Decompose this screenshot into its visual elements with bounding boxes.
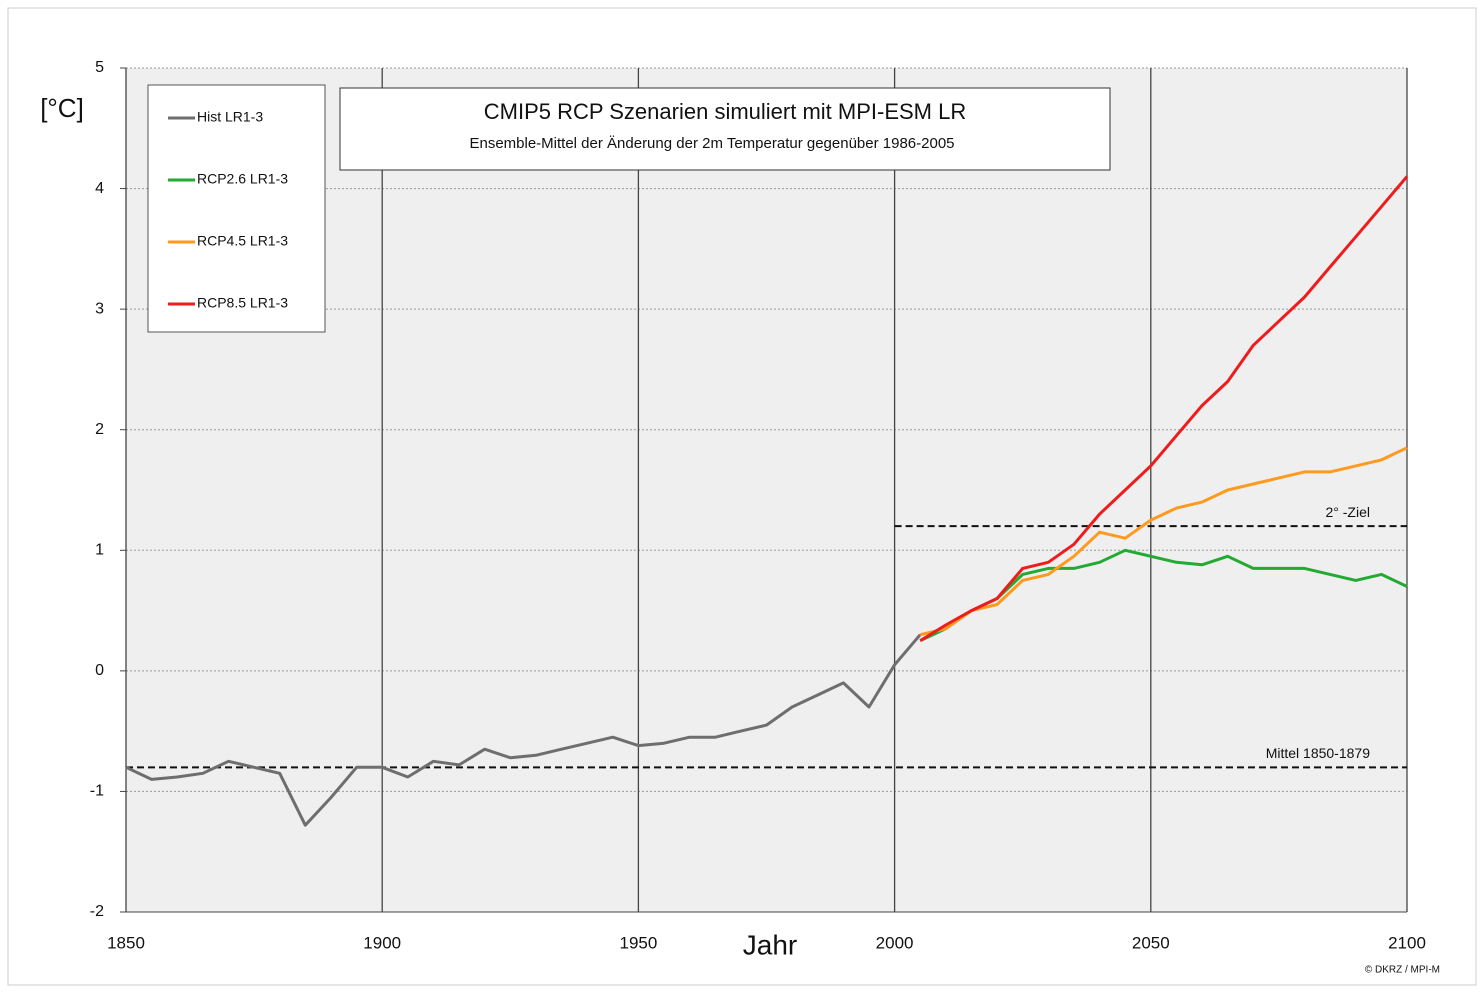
x-tick-label: 2100 (1388, 933, 1426, 952)
credit: © DKRZ / MPI-M (1365, 965, 1440, 976)
chart-subtitle: Ensemble-Mittel der Änderung der 2m Temp… (469, 135, 954, 152)
y-tick-label: 3 (95, 300, 104, 317)
grid (120, 67, 1408, 913)
legend (147, 84, 326, 333)
lines (125, 175, 1409, 827)
x-tick-label: 2000 (876, 933, 914, 952)
y-tick-label: 0 (95, 662, 104, 679)
x-tick-label: 2050 (1132, 933, 1170, 952)
y-tick-label: 5 (95, 59, 104, 76)
legend-label: RCP4.5 LR1-3 (197, 233, 288, 249)
x-axis-label: Jahr (743, 929, 797, 960)
title-box (339, 87, 1111, 171)
legend-label: Hist LR1-3 (197, 109, 263, 125)
chart-title: CMIP5 RCP Szenarien simuliert mit MPI-ES… (484, 99, 967, 124)
reference-label: Mittel 1850-1879 (1266, 745, 1371, 761)
series-line (919, 175, 1409, 642)
series-line (919, 446, 1408, 637)
y-tick-label: 4 (95, 180, 104, 197)
y-tick-label: 1 (95, 542, 104, 559)
y-axis-label: [°C] (40, 93, 84, 123)
x-tick-label: 1900 (363, 933, 401, 952)
x-tick-label: 1950 (619, 933, 657, 952)
y-tick-label: -1 (90, 783, 104, 800)
series-line (125, 633, 922, 827)
plot-area (126, 68, 1407, 912)
legend-label: RCP8.5 LR1-3 (197, 295, 288, 311)
y-tick-label: -2 (90, 903, 104, 920)
x-tick-label: 1850 (107, 933, 145, 952)
legend-label: RCP2.6 LR1-3 (197, 171, 288, 187)
y-tick-label: 2 (95, 421, 104, 438)
reference-label: 2° -Ziel (1326, 504, 1371, 520)
